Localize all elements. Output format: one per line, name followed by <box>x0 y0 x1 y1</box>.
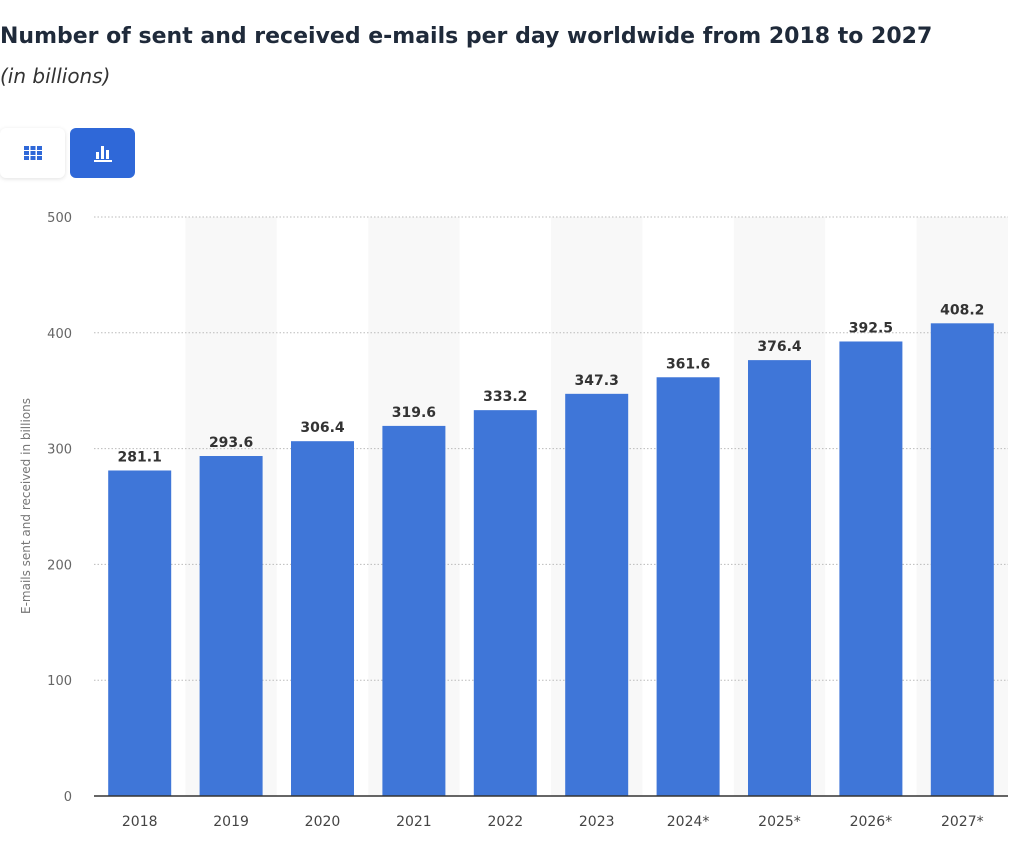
y-tick-label: 500 <box>47 211 72 226</box>
data-label: 319.6 <box>392 405 436 421</box>
x-tick-label: 2023 <box>579 814 615 830</box>
bar-2022 <box>473 410 537 796</box>
page-subtitle: (in billions) <box>0 64 111 88</box>
y-axis-label: E-mails sent and received in billions <box>19 398 33 614</box>
data-label: 408.2 <box>940 302 984 318</box>
y-tick-label: 0 <box>64 790 72 805</box>
y-tick-label: 100 <box>47 674 72 689</box>
bar-2026 <box>839 341 903 796</box>
data-label: 293.6 <box>209 435 253 451</box>
y-tick-label: 400 <box>47 327 72 342</box>
bar-2025 <box>748 360 811 796</box>
data-label: 361.6 <box>666 356 710 372</box>
data-label: 306.4 <box>300 420 345 436</box>
y-tick-label: 300 <box>47 443 72 458</box>
bar-chart-icon <box>93 146 112 162</box>
table-view-button[interactable] <box>0 128 65 178</box>
bar-2021 <box>382 425 446 796</box>
bar-2020 <box>291 441 354 796</box>
data-label: 347.3 <box>575 373 619 389</box>
x-tick-label: 2024* <box>667 814 710 830</box>
bar-2018 <box>108 470 172 796</box>
bar-2027 <box>930 323 994 796</box>
x-tick-label: 2020 <box>305 814 341 830</box>
page-title: Number of sent and received e-mails per … <box>0 24 933 49</box>
bar-2023 <box>565 393 629 796</box>
data-label: 392.5 <box>849 320 893 336</box>
x-tick-label: 2025* <box>758 814 801 830</box>
x-tick-label: 2026* <box>850 814 893 830</box>
x-tick-label: 2019 <box>213 814 249 830</box>
chart-view-button[interactable] <box>70 128 135 178</box>
data-label: 281.1 <box>118 449 162 465</box>
x-tick-label: 2018 <box>122 814 158 830</box>
grid-icon <box>23 146 42 160</box>
data-label: 376.4 <box>757 339 802 355</box>
bar-2019 <box>199 456 263 796</box>
x-tick-label: 2022 <box>487 814 523 830</box>
y-tick-label: 200 <box>47 558 72 573</box>
data-label: 333.2 <box>483 389 527 405</box>
bar-2024 <box>656 377 720 796</box>
x-tick-label: 2021 <box>396 814 432 830</box>
x-tick-label: 2027* <box>941 814 984 830</box>
